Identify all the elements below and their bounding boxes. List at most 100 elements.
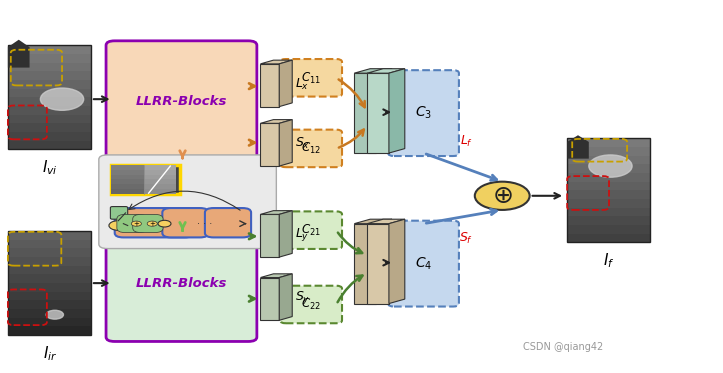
Polygon shape	[567, 207, 650, 216]
Polygon shape	[567, 147, 650, 156]
Polygon shape	[8, 40, 30, 68]
Polygon shape	[354, 224, 376, 304]
Polygon shape	[367, 69, 405, 73]
Polygon shape	[8, 54, 91, 63]
Text: $C_{22}$: $C_{22}$	[301, 297, 321, 312]
Polygon shape	[8, 132, 91, 141]
Circle shape	[475, 182, 530, 210]
Polygon shape	[376, 69, 392, 153]
Polygon shape	[260, 120, 292, 123]
Polygon shape	[8, 80, 91, 89]
Polygon shape	[354, 69, 392, 73]
Text: CSDN @qiang42: CSDN @qiang42	[523, 342, 604, 352]
Text: $I_{f}$: $I_{f}$	[603, 251, 615, 270]
Polygon shape	[8, 275, 91, 283]
Polygon shape	[567, 225, 650, 233]
Polygon shape	[8, 257, 91, 266]
Text: LLRR-Blocks: LLRR-Blocks	[135, 278, 227, 290]
FancyBboxPatch shape	[205, 208, 251, 237]
FancyBboxPatch shape	[117, 214, 147, 233]
Polygon shape	[567, 156, 650, 164]
Polygon shape	[111, 175, 144, 179]
Polygon shape	[144, 179, 176, 184]
FancyBboxPatch shape	[388, 70, 459, 156]
Text: $C_4$: $C_4$	[415, 256, 432, 272]
Polygon shape	[8, 141, 91, 149]
Polygon shape	[8, 71, 91, 80]
FancyBboxPatch shape	[106, 41, 257, 163]
Text: $C_{12}$: $C_{12}$	[301, 141, 321, 156]
Polygon shape	[8, 89, 91, 97]
Circle shape	[46, 310, 64, 319]
Circle shape	[132, 221, 142, 226]
Text: $I_{ir}$: $I_{ir}$	[43, 344, 57, 363]
Polygon shape	[567, 135, 589, 159]
Text: $S_y$: $S_y$	[295, 289, 310, 307]
Polygon shape	[8, 292, 91, 301]
FancyBboxPatch shape	[163, 208, 208, 237]
Polygon shape	[279, 60, 292, 107]
Polygon shape	[8, 97, 91, 106]
Polygon shape	[144, 175, 176, 179]
FancyBboxPatch shape	[280, 211, 342, 249]
Circle shape	[589, 155, 632, 177]
Circle shape	[109, 221, 128, 231]
Text: $C_{11}$: $C_{11}$	[301, 70, 321, 85]
Text: $I_{vi}$: $I_{vi}$	[42, 159, 58, 177]
Polygon shape	[144, 165, 176, 170]
Text: +: +	[149, 221, 155, 227]
FancyBboxPatch shape	[111, 165, 179, 194]
Polygon shape	[8, 123, 91, 132]
FancyBboxPatch shape	[280, 59, 342, 97]
Polygon shape	[260, 214, 279, 257]
Polygon shape	[567, 173, 650, 182]
Polygon shape	[8, 301, 91, 309]
Polygon shape	[260, 64, 279, 107]
Polygon shape	[260, 278, 279, 320]
Polygon shape	[144, 189, 176, 194]
Text: $L_x$: $L_x$	[295, 77, 309, 92]
Polygon shape	[567, 190, 650, 199]
Polygon shape	[567, 182, 650, 190]
Polygon shape	[144, 184, 176, 189]
Polygon shape	[111, 170, 144, 175]
Polygon shape	[354, 219, 392, 224]
Circle shape	[158, 220, 171, 227]
FancyBboxPatch shape	[388, 221, 459, 307]
Polygon shape	[8, 115, 91, 123]
FancyBboxPatch shape	[280, 286, 342, 323]
Polygon shape	[567, 216, 650, 225]
Polygon shape	[389, 219, 405, 304]
Polygon shape	[376, 219, 392, 304]
Text: $S_f$: $S_f$	[459, 231, 473, 246]
Polygon shape	[8, 45, 91, 54]
Polygon shape	[8, 248, 91, 257]
Text: · · ·: · · ·	[197, 219, 212, 229]
Polygon shape	[367, 224, 389, 304]
FancyBboxPatch shape	[133, 214, 163, 233]
Text: $L_f$: $L_f$	[460, 134, 473, 150]
Polygon shape	[8, 63, 91, 71]
Polygon shape	[8, 106, 91, 115]
Polygon shape	[111, 184, 144, 189]
Circle shape	[40, 88, 84, 110]
Text: +: +	[134, 221, 140, 227]
FancyBboxPatch shape	[99, 155, 276, 248]
Text: $L_y$: $L_y$	[295, 226, 309, 243]
Polygon shape	[8, 231, 91, 240]
Polygon shape	[279, 274, 292, 320]
Text: LLRR-Blocks: LLRR-Blocks	[135, 95, 227, 108]
Polygon shape	[260, 60, 292, 64]
Polygon shape	[260, 274, 292, 278]
Polygon shape	[367, 219, 405, 224]
Polygon shape	[567, 233, 650, 242]
Polygon shape	[111, 165, 144, 170]
Polygon shape	[389, 69, 405, 153]
Polygon shape	[111, 189, 144, 194]
Polygon shape	[260, 211, 292, 214]
Polygon shape	[367, 73, 389, 153]
Text: $C_3$: $C_3$	[415, 105, 432, 122]
Polygon shape	[279, 120, 292, 166]
Polygon shape	[8, 318, 91, 326]
Polygon shape	[567, 199, 650, 207]
